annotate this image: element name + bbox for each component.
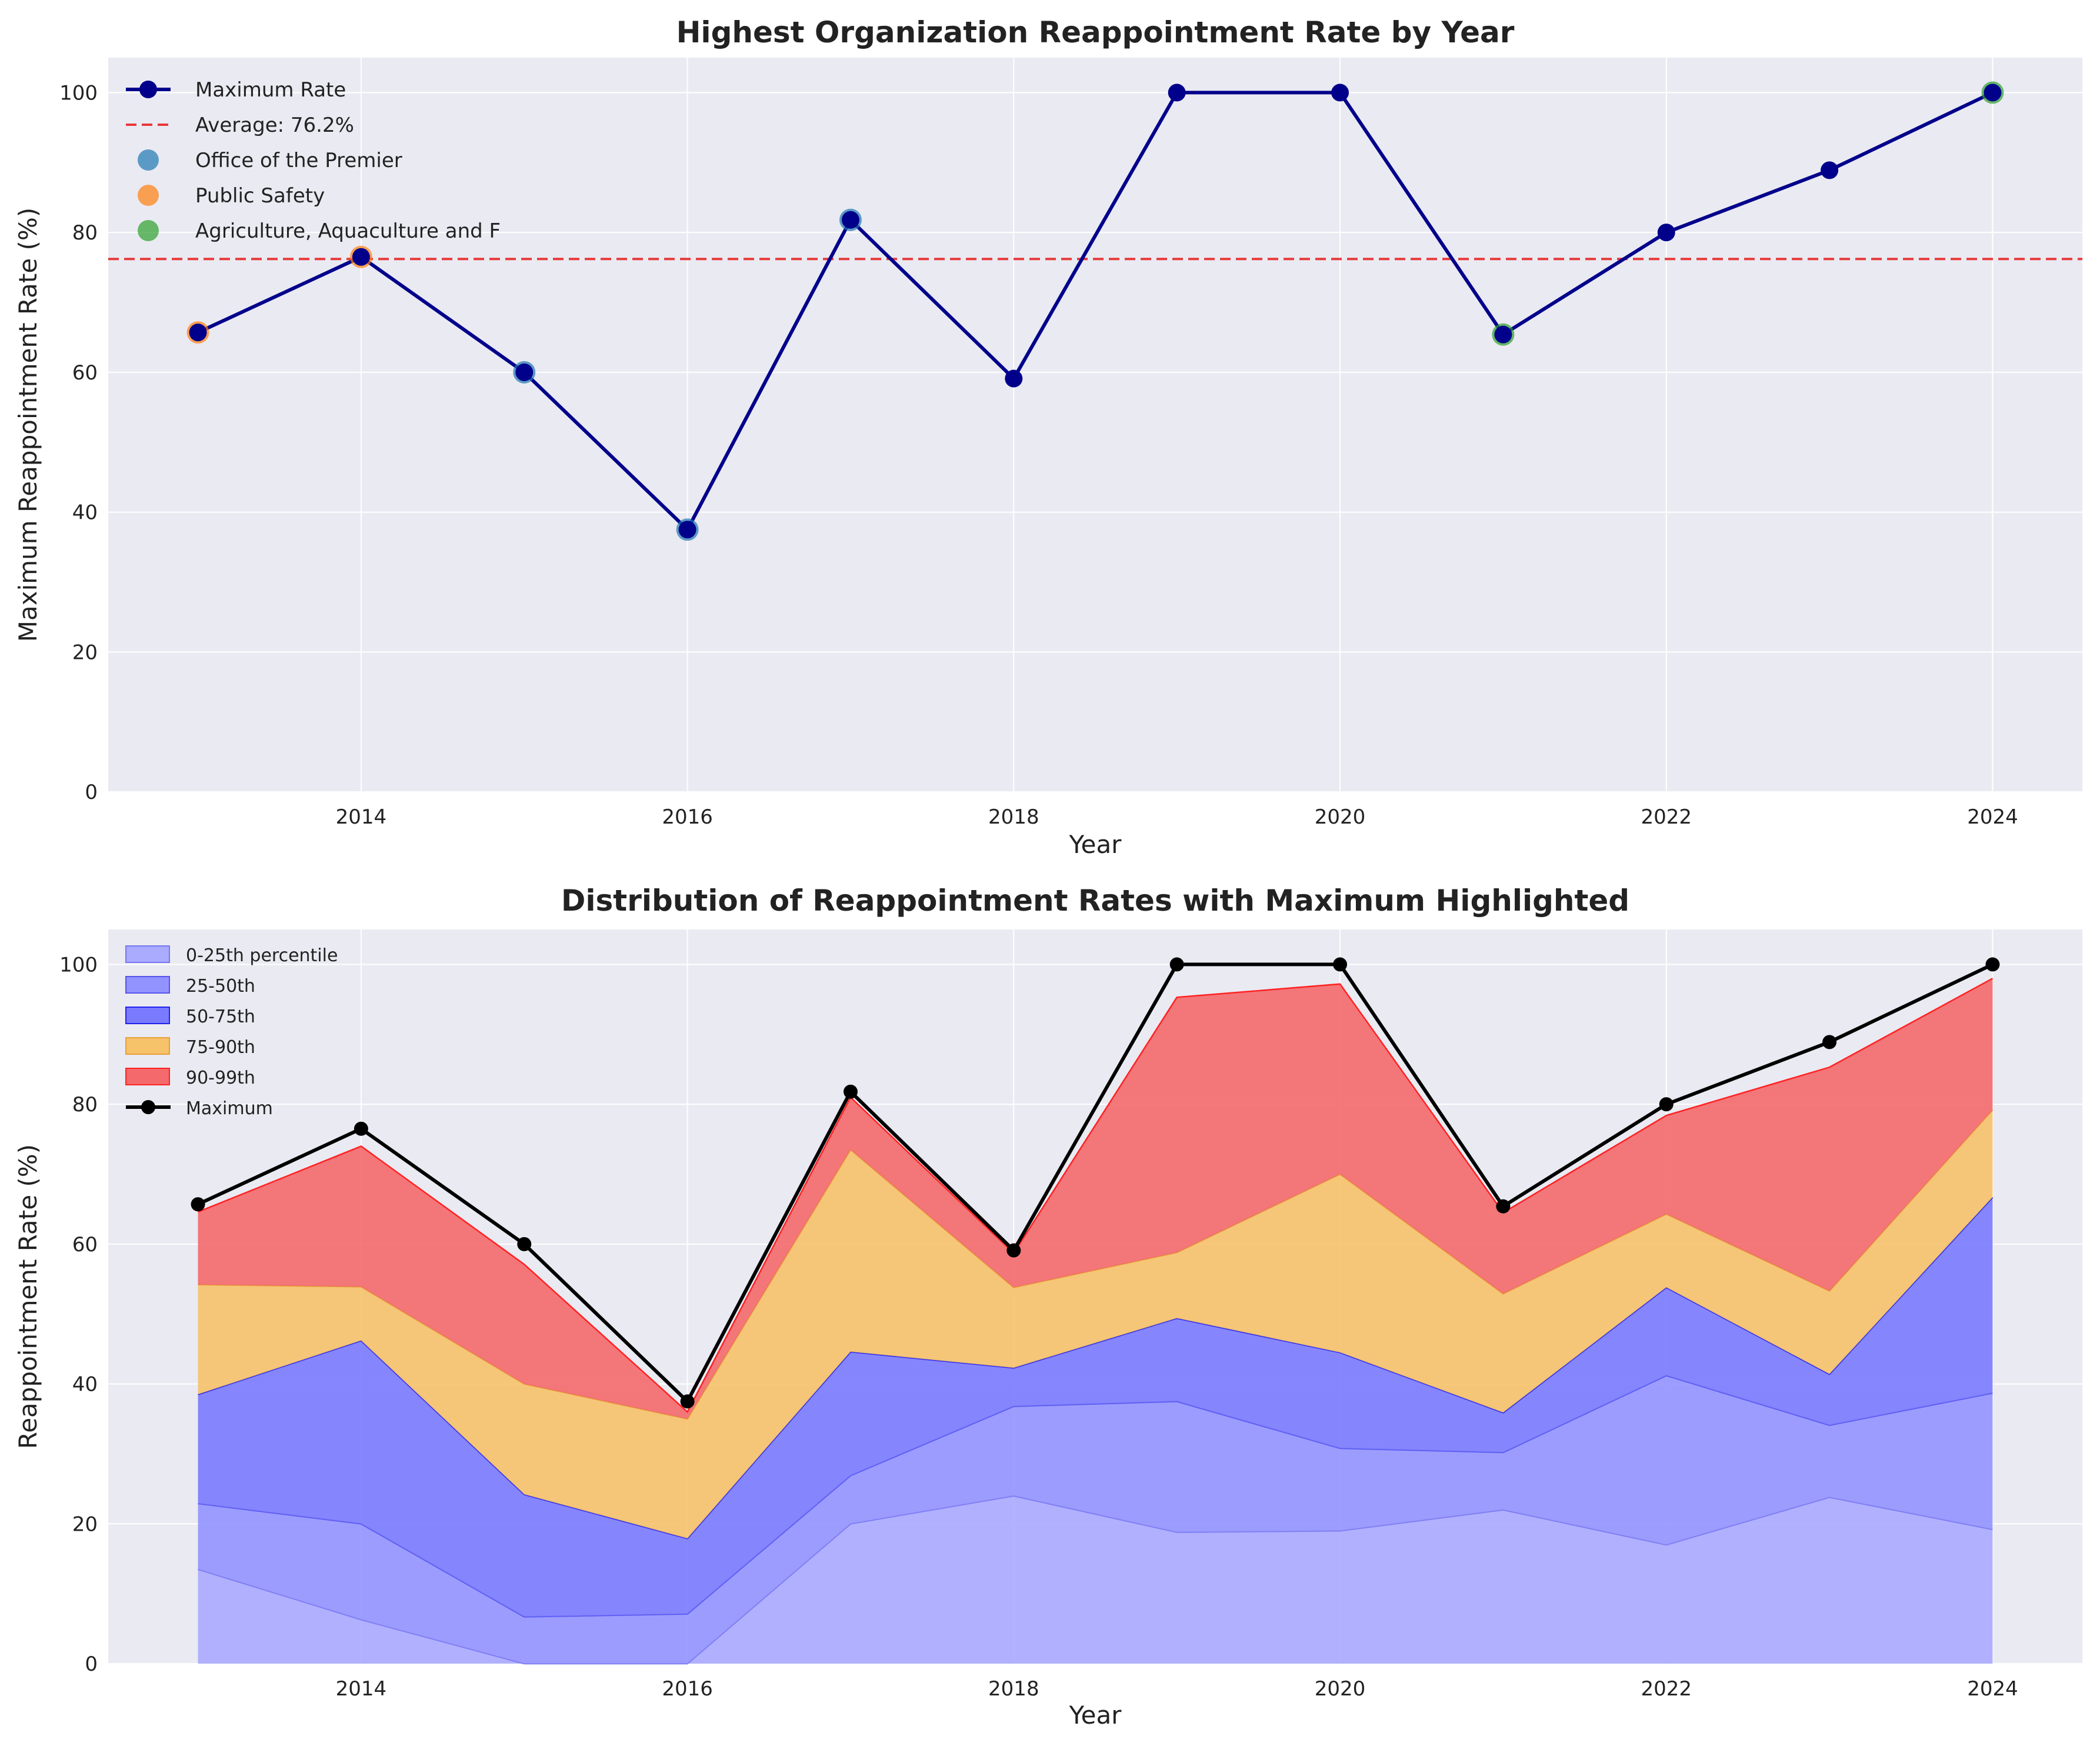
maximum-point <box>1985 957 2000 972</box>
max-rate-point <box>1657 224 1675 242</box>
legend-item-average: Average: 76.2% <box>126 114 354 137</box>
bottom-y-tick-label: 0 <box>85 1652 98 1676</box>
legend-label-p25-50: 25-50th <box>186 976 255 997</box>
legend-label-agriculture: Agriculture, Aquaculture and F <box>195 219 501 243</box>
max-rate-point <box>1168 84 1186 102</box>
top-max-line-group <box>186 81 2004 541</box>
top-y-tick-label: 60 <box>72 361 98 385</box>
top-y-tick-label: 0 <box>85 781 98 804</box>
legend-label-maximum-rate: Maximum Rate <box>195 78 346 102</box>
maximum-point <box>1496 1199 1511 1214</box>
top-legend: Maximum Rate Average: 76.2% Office of th… <box>126 78 501 243</box>
bottom-max-line-group <box>191 957 2000 1409</box>
bottom-x-tick-label: 2014 <box>336 1677 387 1701</box>
bottom-y-tick-label: 60 <box>72 1233 98 1257</box>
legend-label-office-of-the-premier: Office of the Premier <box>195 149 402 172</box>
bottom-chart-title: Distribution of Reappointment Rates with… <box>561 884 1629 918</box>
bottom-x-tick-label: 2020 <box>1315 1677 1366 1701</box>
max-rate-point <box>189 324 207 342</box>
maximum-point <box>1659 1097 1674 1112</box>
top-x-axis-label: Year <box>1069 830 1122 859</box>
top-tick-labels: 0 20 40 60 80 100 2014 2016 2018 2020 2022 2024 <box>59 81 2018 829</box>
percentile-band-edge <box>198 1109 1994 1420</box>
max-rate-point <box>1984 84 2002 102</box>
max-rate-point <box>841 211 859 229</box>
bottom-x-tick-label: 2022 <box>1641 1677 1692 1701</box>
legend-item-p90-99: 90-99th <box>125 1068 255 1088</box>
legend-item-p50-75: 50-75th <box>125 1007 255 1027</box>
max-rate-point <box>678 521 696 539</box>
bottom-y-tick-label: 100 <box>59 953 98 977</box>
legend-label-p50-75: 50-75th <box>186 1007 255 1027</box>
maximum-point <box>354 1121 368 1136</box>
legend-item-p0-25: 0-25th percentile <box>125 945 338 966</box>
max-rate-point <box>515 363 534 381</box>
legend-item-p25-50: 25-50th <box>125 976 255 997</box>
percentile-band-edge <box>198 978 1994 1414</box>
maximum-line <box>197 962 1994 1404</box>
top-y-tick-label: 20 <box>72 641 98 664</box>
maximum-point <box>843 1084 858 1099</box>
bottom-legend: 0-25th percentile 25-50th 50-75th 75-90t… <box>125 945 338 1119</box>
maximum-point <box>191 1197 205 1212</box>
legend-label-public-safety: Public Safety <box>195 184 325 208</box>
top-plot-area <box>108 58 2082 792</box>
maximum-point <box>1169 957 1184 972</box>
top-y-axis-label: Maximum Reappointment Rate (%) <box>14 208 42 642</box>
max-rate-point <box>1821 161 1839 179</box>
top-y-tick-label: 80 <box>72 221 98 245</box>
legend-item-maximum-rate: Maximum Rate <box>126 78 346 102</box>
legend-label-maximum: Maximum <box>186 1098 273 1119</box>
top-x-tick-label: 2020 <box>1315 805 1366 829</box>
bottom-tick-labels: 0 20 40 60 80 100 2014 2016 2018 2020 2022 2024 <box>59 953 2018 1701</box>
bottom-x-tick-label: 2018 <box>988 1677 1039 1701</box>
percentile-band-p0-p25 <box>198 1495 1993 1664</box>
maximum-point <box>517 1237 532 1251</box>
bottom-x-tick-label: 2024 <box>1967 1677 2018 1701</box>
top-chart-panel: 0 20 40 60 80 100 2014 2016 2018 2020 2022 2024 Hig… <box>14 15 2082 859</box>
legend-label-p75-90: 75-90th <box>186 1037 255 1058</box>
top-y-tick-label: 100 <box>59 81 98 105</box>
top-x-tick-label: 2018 <box>988 805 1039 829</box>
top-x-tick-label: 2016 <box>662 805 713 829</box>
bottom-chart-panel: 0 20 40 60 80 100 2014 2016 2018 2020 2022 2024 Dis… <box>14 884 2082 1730</box>
legend-label-p0-25: 0-25th percentile <box>186 945 338 966</box>
maximum-point <box>1006 1243 1021 1258</box>
maximum-point <box>680 1394 695 1409</box>
legend-item-office-of-the-premier: Office of the Premier <box>138 149 402 172</box>
top-chart-title: Highest Organization Reappointment Rate … <box>676 15 1515 49</box>
maximum-point <box>1822 1035 1837 1049</box>
legend-item-maximum: Maximum <box>126 1098 273 1119</box>
bottom-y-tick-label: 20 <box>72 1512 98 1536</box>
bottom-x-axis-label: Year <box>1069 1701 1122 1730</box>
bottom-x-tick-label: 2016 <box>662 1677 713 1701</box>
bottom-y-tick-label: 80 <box>72 1093 98 1117</box>
max-rate-point <box>1494 325 1512 344</box>
bottom-y-axis-label: Reappointment Rate (%) <box>14 1144 42 1449</box>
legend-item-p75-90: 75-90th <box>125 1037 255 1058</box>
legend-item-public-safety: Public Safety <box>138 184 325 208</box>
legend-item-agriculture: Agriculture, Aquaculture and F <box>138 219 501 243</box>
percentile-band-p25-p50 <box>198 1375 1993 1664</box>
top-x-tick-label: 2024 <box>1967 805 2018 829</box>
top-x-tick-label: 2014 <box>336 805 387 829</box>
legend-label-p90-99: 90-99th <box>186 1068 255 1088</box>
top-y-tick-label: 40 <box>72 501 98 525</box>
bottom-percentile-bands <box>198 978 1994 1665</box>
top-x-tick-label: 2022 <box>1641 805 1692 829</box>
max-rate-point <box>1005 369 1023 388</box>
max-rate-point <box>1331 84 1349 102</box>
percentile-band-p90-p99 <box>198 978 1993 1419</box>
bottom-y-tick-label: 40 <box>72 1373 98 1397</box>
max-rate-point <box>352 248 370 266</box>
legend-label-average: Average: 76.2% <box>195 114 354 137</box>
maximum-point <box>1333 957 1348 972</box>
percentile-band-p75-p90 <box>198 1109 1993 1539</box>
max-rate-line <box>197 91 1994 532</box>
